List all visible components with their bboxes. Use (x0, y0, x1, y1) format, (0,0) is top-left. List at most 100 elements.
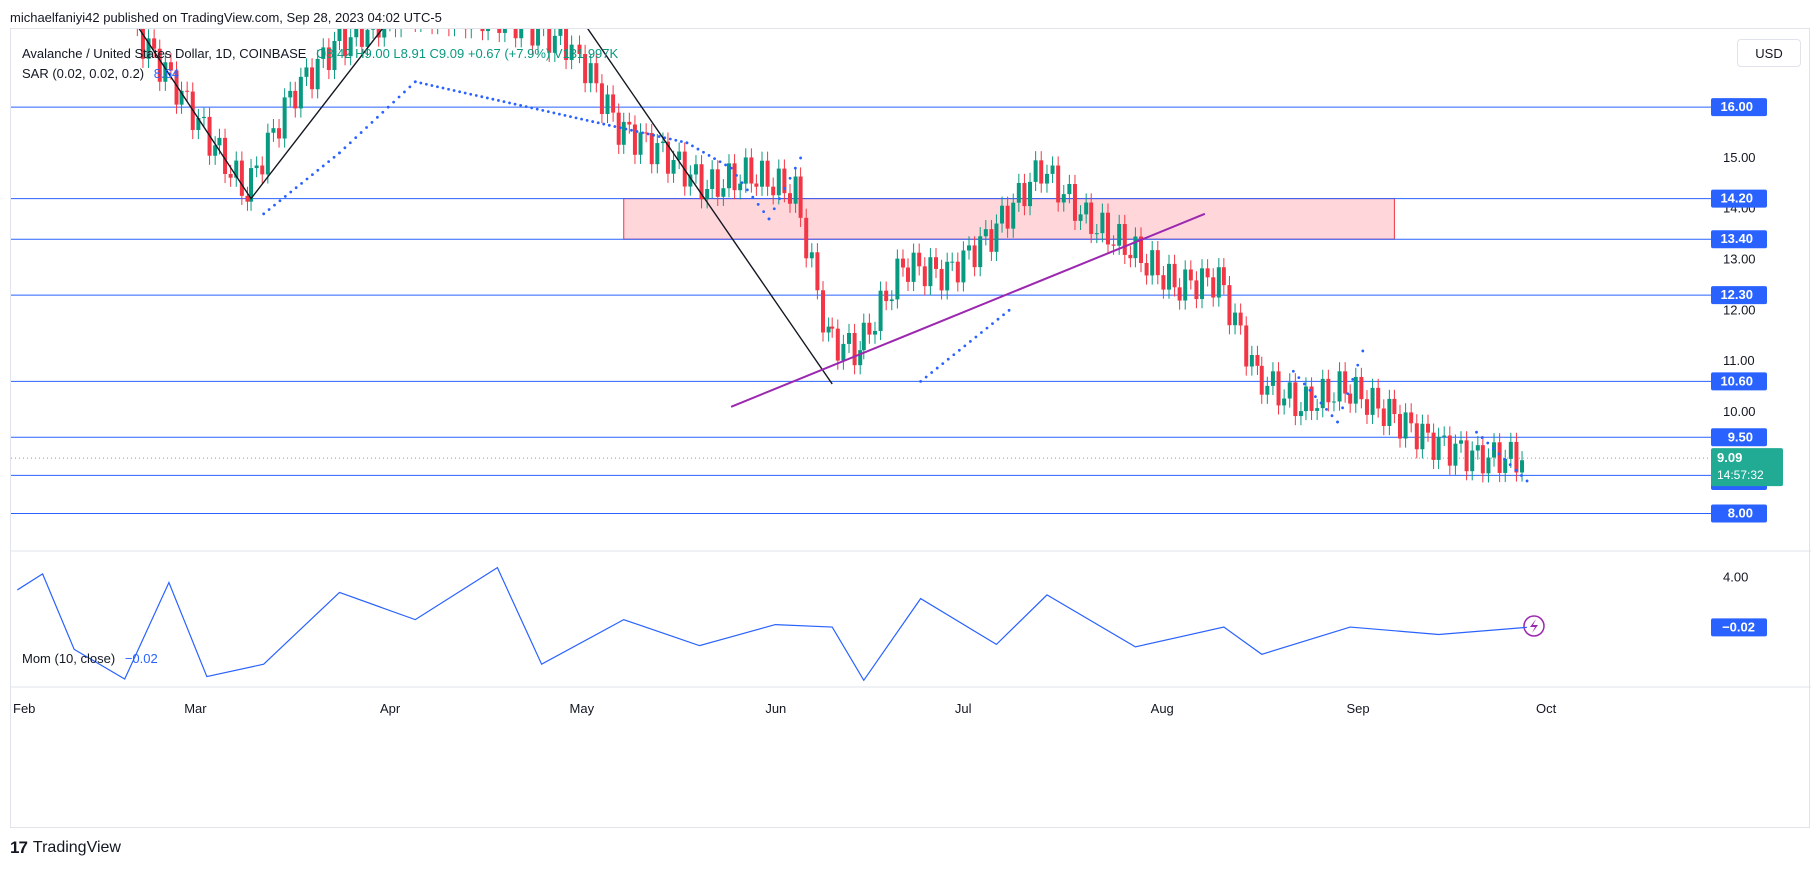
level-badge (1711, 372, 1767, 391)
candle-body (1255, 355, 1260, 366)
sar-dot (546, 110, 550, 114)
candle-body (900, 258, 905, 268)
candle-body (787, 193, 792, 204)
candle-body (1139, 236, 1144, 263)
candle-body (841, 343, 846, 361)
sar-dot (278, 199, 282, 203)
candle-body (928, 257, 933, 287)
candle-body (1320, 378, 1325, 409)
sar-dot (524, 105, 528, 109)
sar-dot (718, 160, 722, 164)
sar-dot (1525, 479, 1529, 483)
sar-dot (679, 140, 683, 143)
candle-body (705, 189, 710, 200)
sar-dot (1325, 407, 1328, 411)
sar-dot (458, 90, 462, 94)
candle-body (1183, 269, 1188, 301)
candle-body (486, 29, 491, 32)
sar-dot (508, 101, 511, 105)
candle-body (830, 326, 835, 329)
candle-body (688, 174, 693, 187)
currency-button[interactable]: USD (1737, 39, 1801, 67)
candle-body (1161, 275, 1166, 290)
sar-dot (574, 116, 578, 120)
momentum-badge (1711, 618, 1767, 637)
level-badge (1711, 230, 1767, 249)
candle-body (1094, 233, 1099, 235)
candle-body (821, 290, 826, 333)
legend-sar-value: 8.64 (153, 66, 180, 81)
candle-body (1200, 268, 1205, 300)
sar-dot (541, 108, 545, 112)
tradingview-logo-icon: 17 (10, 838, 28, 857)
sar-dot (403, 90, 406, 94)
sar-dot (530, 106, 534, 110)
sar-dot (305, 177, 309, 181)
candle-body (260, 165, 265, 175)
candle-body (354, 29, 359, 38)
sar-dot (469, 92, 473, 96)
sar-dot (740, 181, 744, 185)
sar-dot (519, 104, 523, 107)
sar-dot (952, 353, 956, 357)
chart-canvas[interactable]: 15.0014.0013.0012.0011.0010.0016.0014.20… (11, 29, 1811, 829)
candle-body (1050, 165, 1055, 174)
sar-dot (783, 187, 787, 190)
sar-dot (392, 100, 396, 104)
candle-body (1287, 382, 1292, 399)
candle-body (1249, 355, 1254, 367)
candle-body (326, 47, 331, 70)
candle-body (726, 163, 731, 189)
candle-body (1392, 398, 1397, 414)
candle-body (288, 90, 293, 98)
sar-dot (585, 118, 589, 122)
sar-dot (474, 94, 478, 97)
chart-frame: 15.00 14.00 13.00 12.00 11.00 10.00 16.00 14.20… (10, 28, 1811, 829)
candle-body (1117, 224, 1122, 246)
sar-dot (580, 117, 583, 121)
candle-body (577, 44, 582, 55)
sar-dot (452, 89, 456, 92)
candle-body (1387, 398, 1392, 426)
candle-body (1309, 386, 1314, 411)
candle-body (872, 330, 877, 335)
sar-dot (946, 357, 950, 361)
sar-dot (1319, 401, 1323, 405)
candle-body (878, 290, 883, 331)
candle-body (1233, 312, 1238, 326)
candle-body (1259, 365, 1264, 395)
current-price-label: 9.09 (1717, 450, 1742, 465)
sar-dot (262, 212, 266, 216)
candle-body (989, 229, 994, 252)
candle-body (152, 38, 157, 49)
candle-body (665, 141, 670, 174)
time-tick-label: Jul (955, 701, 972, 716)
candle-body (1459, 440, 1464, 444)
candle-body (1370, 387, 1375, 415)
candle-body (905, 267, 910, 282)
candle-body (1376, 387, 1381, 409)
candle-body (961, 250, 966, 283)
level-badge-label: 16.00 (1720, 99, 1753, 114)
sar-dot (348, 141, 352, 145)
candle-body (254, 165, 259, 169)
momentum-value: −0.02 (124, 651, 158, 666)
candle-body (743, 157, 748, 184)
candle-body (782, 168, 787, 194)
level-badge-label: 14.20 (1720, 191, 1753, 206)
candle-body (332, 40, 337, 70)
sar-dot (491, 97, 495, 101)
sar-dot (772, 207, 776, 211)
candle-body (1480, 445, 1485, 474)
sar-dot (413, 80, 417, 84)
candle-body (1005, 205, 1010, 229)
publisher-line: michaelfaniyi42 published on TradingView… (10, 10, 442, 25)
sar-dot (397, 95, 401, 99)
candle-body (793, 176, 798, 204)
candle-body (771, 186, 776, 196)
sar-dot (1297, 376, 1301, 380)
candle-body (858, 350, 863, 366)
candle-body (1397, 413, 1402, 439)
sar-dot (430, 84, 434, 87)
candle-body (955, 261, 960, 283)
